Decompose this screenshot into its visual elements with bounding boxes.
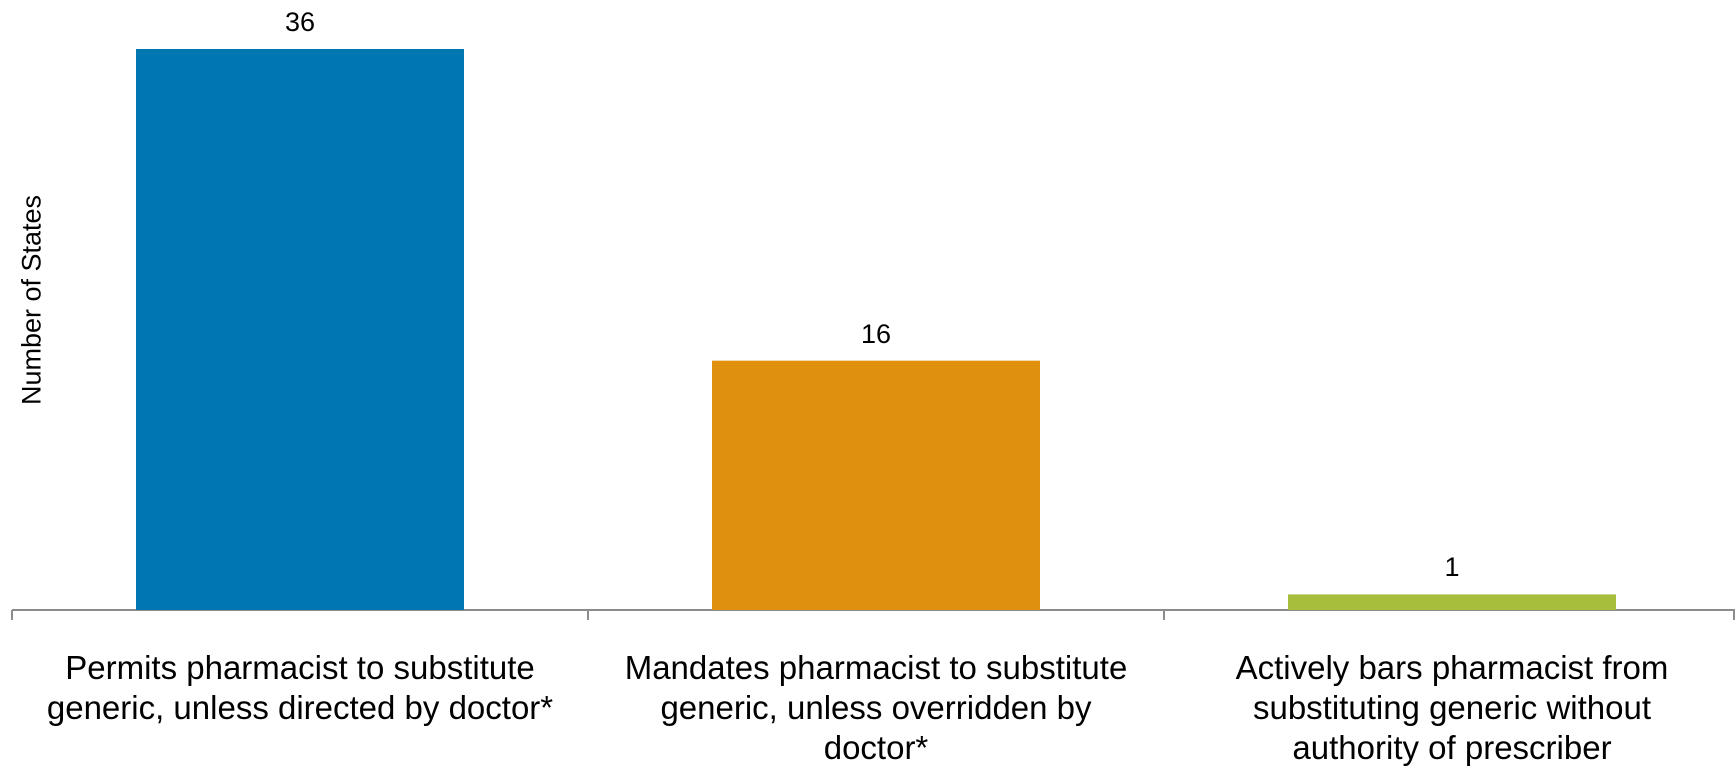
category-label-line: Mandates pharmacist to substitute — [624, 649, 1128, 686]
category-label-line: generic, unless directed by doctor* — [46, 689, 554, 726]
category-label-line: Permits pharmacist to substitute — [65, 649, 535, 686]
bar-1 — [136, 49, 464, 610]
category-label-2: Mandates pharmacist to substitute generic… — [586, 648, 1166, 768]
bar-3 — [1288, 594, 1616, 610]
category-label-line: substituting generic without — [1252, 689, 1652, 726]
data-label-2: 16 — [860, 318, 892, 349]
category-label-line: generic, unless overridden by — [660, 689, 1092, 726]
category-label-line: doctor* — [823, 729, 929, 766]
data-label-1: 36 — [284, 7, 316, 37]
category-label-line: authority of prescriber — [1292, 729, 1612, 766]
category-label-1: Permits pharmacist to substitute generic,… — [10, 648, 590, 728]
data-label-3: 1 — [1444, 552, 1460, 583]
bar-2 — [712, 360, 1040, 610]
category-label-3: Actively bars pharmacist from substitutin… — [1162, 648, 1735, 768]
category-label-line: Actively bars pharmacist from — [1235, 649, 1669, 686]
